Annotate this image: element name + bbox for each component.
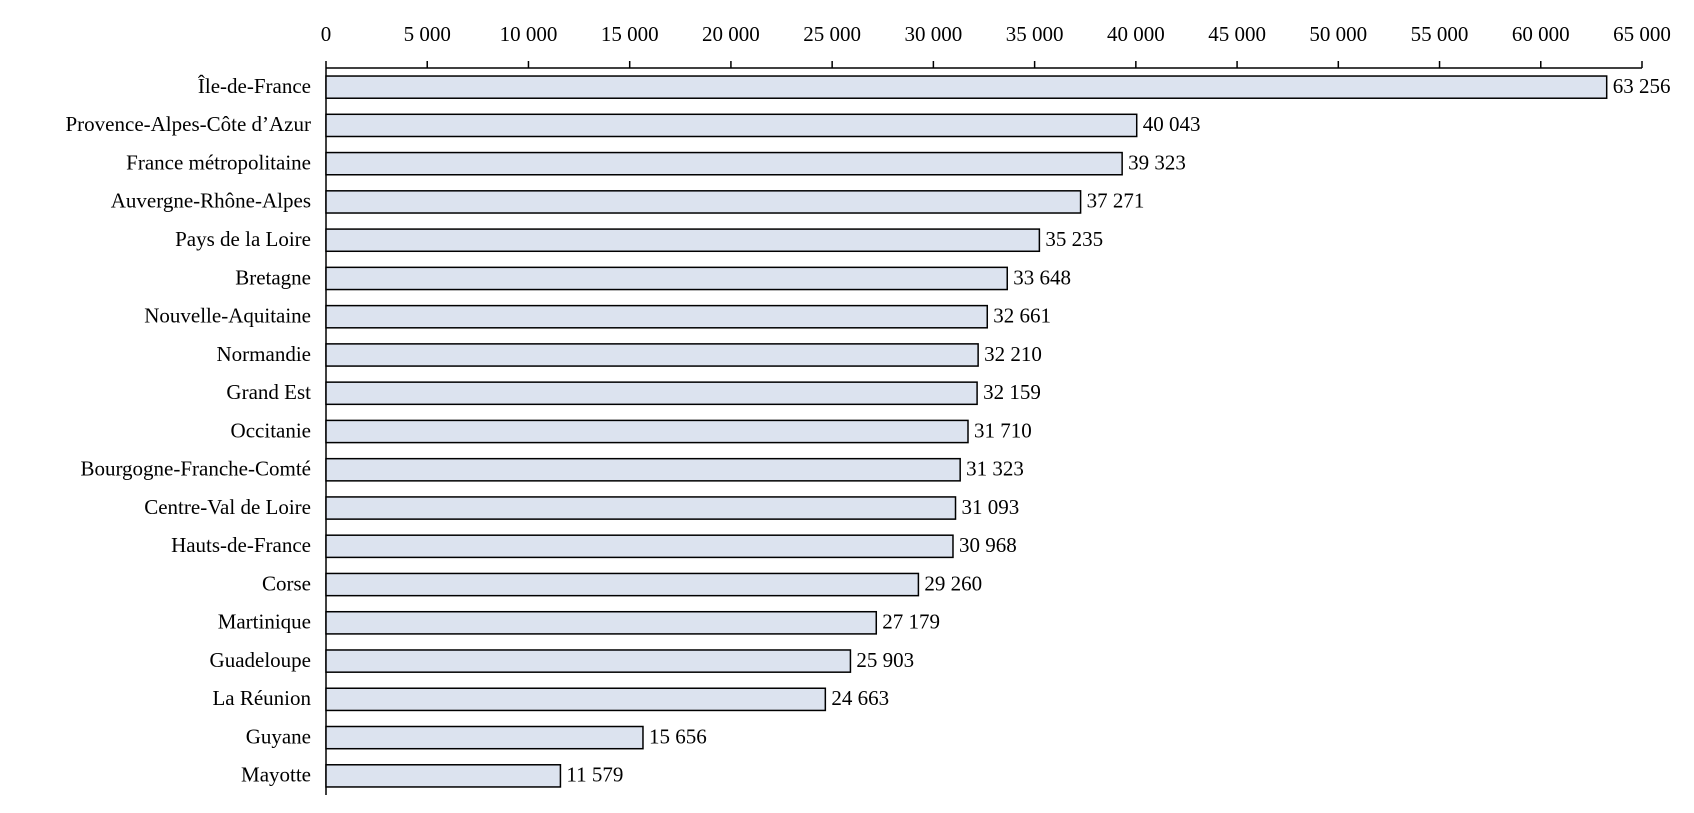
value-label: 32 210 [984,342,1042,366]
value-label: 31 093 [962,495,1020,519]
bar [325,649,852,673]
value-label: 35 235 [1045,227,1103,251]
bar [325,496,957,520]
value-label: 15 656 [649,724,707,748]
y-tick-label: Bretagne [235,265,311,289]
y-tick-label: La Réunion [212,686,311,710]
x-tick-label: 60 000 [1512,22,1570,46]
y-tick-label: Martinique [218,610,311,634]
value-label: 31 710 [974,418,1032,442]
y-tick-label: France métropolitaine [126,150,311,174]
x-tick-label: 55 000 [1411,22,1469,46]
value-label: 11 579 [566,763,623,787]
y-tick-label: Île-de-France [198,74,311,98]
bar [325,457,961,482]
y-tick-label: Corse [262,571,311,595]
x-tick-label: 65 000 [1613,22,1671,46]
x-tick-label: 0 [321,22,332,46]
value-label: 40 043 [1143,112,1201,136]
value-label: 30 968 [959,533,1017,557]
bar [325,113,1138,138]
y-tick-label: Bourgogne-Franche-Comté [80,457,311,481]
x-tick-label: 20 000 [702,22,760,46]
y-tick-label: Hauts-de-France [171,533,311,557]
x-tick-label: 30 000 [905,22,963,46]
y-tick-label: Guyane [246,724,311,748]
bar [325,266,1008,291]
value-label: 37 271 [1087,189,1145,213]
y-tick-label: Provence-Alpes-Côte d’Azur [66,112,312,136]
bar [325,190,1082,214]
x-tick-label: 5 000 [404,22,451,46]
bar [325,534,954,559]
y-tick-label: Auvergne-Rhône-Alpes [111,189,311,213]
x-tick-label: 15 000 [601,22,659,46]
value-label: 25 903 [856,648,914,672]
value-label: 29 260 [924,571,982,595]
value-label: 32 159 [983,380,1041,404]
y-tick-label: Mayotte [241,763,311,787]
value-label: 39 323 [1128,150,1186,174]
bar [325,419,969,444]
value-label: 32 661 [993,304,1051,328]
bar [325,304,989,329]
bar [325,725,644,750]
value-label: 27 179 [882,610,940,634]
x-tick-label: 45 000 [1208,22,1266,46]
bar [325,343,979,367]
x-tick-label: 40 000 [1107,22,1165,46]
x-tick-label: 25 000 [803,22,861,46]
value-label: 31 323 [966,457,1024,481]
bar [325,610,878,635]
x-tick-label: 35 000 [1006,22,1064,46]
value-label: 24 663 [831,686,889,710]
y-tick-label: Centre-Val de Loire [144,495,311,519]
y-tick-label: Nouvelle-Aquitaine [144,304,311,328]
bar [325,381,978,406]
value-label: 33 648 [1013,265,1071,289]
y-tick-label: Guadeloupe [210,648,311,672]
bar [325,687,827,712]
x-tick-label: 10 000 [500,22,558,46]
y-tick-label: Pays de la Loire [175,227,311,251]
y-tick-label: Grand Est [226,380,311,404]
x-tick-label: 50 000 [1309,22,1367,46]
y-tick-label: Normandie [217,342,311,366]
y-tick-label: Occitanie [231,418,311,442]
bar [325,228,1041,253]
bar [325,151,1123,176]
value-label: 63 256 [1613,74,1671,98]
bar [325,764,562,788]
bar [325,572,920,597]
bar [325,75,1608,99]
